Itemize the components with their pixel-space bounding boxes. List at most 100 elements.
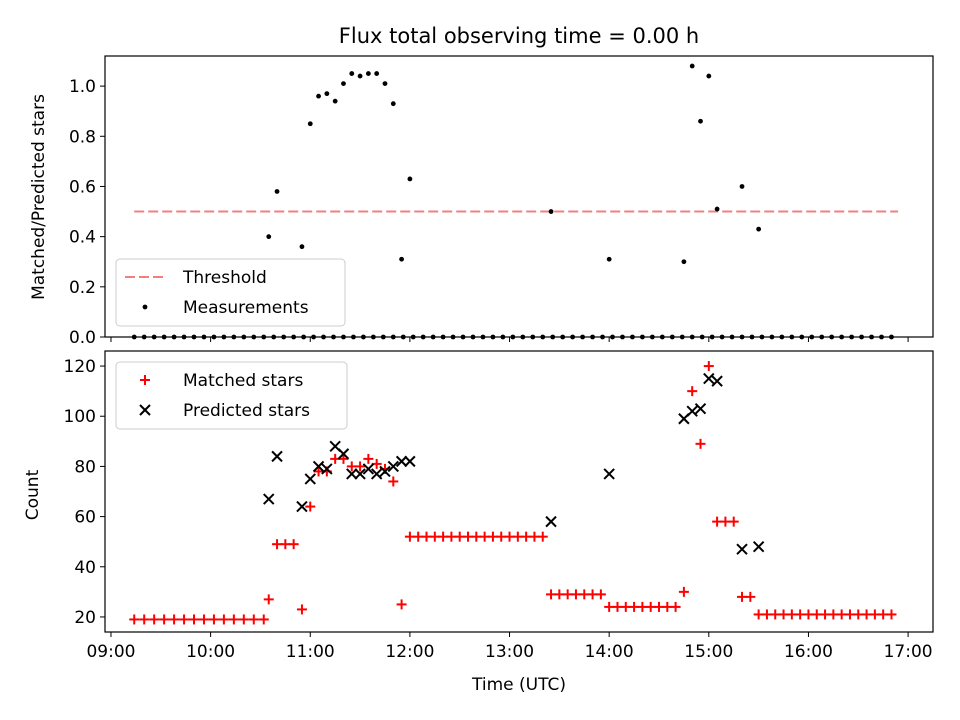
predicted-star-point: [694, 402, 707, 415]
matched-star-point: [595, 589, 606, 600]
measurement-point: [706, 73, 712, 79]
predicted-star-point: [387, 460, 399, 473]
ratio-y-tick-label: 1.0: [69, 77, 96, 97]
matched-legend-swatch: [140, 375, 150, 385]
matched-star-point: [139, 614, 150, 625]
predicted-star-point: [752, 540, 765, 553]
matched-star-point: [695, 438, 706, 449]
matched-star-point: [363, 453, 374, 464]
x-tick-label: 17:00: [884, 642, 933, 662]
matched-star-point: [179, 614, 190, 625]
matched-star-point: [258, 614, 269, 625]
count-axis-ticks: 09:00 10:00 11:00 12:00 13:00 14:00 15:00 16:00…: [64, 357, 933, 662]
measurement-point: [407, 176, 413, 182]
matched-star-point: [396, 599, 407, 610]
predicted-star-point: [321, 463, 333, 475]
matched-star-point: [169, 614, 180, 625]
measurement-point: [399, 256, 404, 262]
matched-star-point: [338, 453, 349, 464]
matched-star-point: [296, 604, 307, 615]
count-y-tick-label: 60: [74, 508, 96, 528]
predicted-star-point: [686, 405, 698, 417]
predicted-star-point: [263, 493, 275, 505]
measurement-point: [316, 93, 321, 99]
ratio-legend: Threshold Measurements: [115, 258, 346, 327]
ratio-y-axis-label: Matched/Predicted stars: [29, 94, 49, 300]
measurement-point: [299, 244, 305, 250]
matched-star-point: [218, 614, 229, 625]
predicted-legend-label: Predicted stars: [183, 401, 310, 421]
matched-star-point: [886, 609, 897, 620]
predicted-star-point: [379, 465, 391, 478]
matched-star-point: [745, 591, 756, 602]
matched-star-point: [305, 501, 316, 512]
matched-star-point: [687, 386, 698, 397]
ratio-axis-ticks: 0.0 0.2 0.4 0.6 0.8 1.0: [69, 77, 909, 348]
matched-star-point: [263, 594, 274, 605]
measurement-point: [341, 81, 346, 86]
matched-star-point: [228, 614, 239, 625]
matched-legend-label: Matched stars: [183, 371, 303, 391]
count-legend: Matched stars Predicted stars: [115, 361, 348, 430]
x-tick-label: 15:00: [684, 642, 733, 662]
predicted-star-point: [404, 455, 416, 468]
count-plot-area: [129, 361, 897, 625]
count-panel: Count Time (UTC) 09:00 10:00 11:00 12:00 13:…: [23, 350, 934, 695]
ratio-y-tick-label: 0.2: [69, 278, 96, 298]
measurement-point: [266, 234, 272, 240]
ratio-y-tick-label: 0.6: [69, 177, 96, 197]
predicted-star-point: [736, 543, 748, 555]
matched-star-point: [728, 516, 739, 527]
matched-star-point: [678, 586, 689, 597]
count-y-tick-label: 80: [74, 457, 96, 477]
predicted-star-point: [312, 460, 325, 473]
measurement-point: [689, 63, 695, 69]
predicted-star-point: [603, 468, 615, 480]
ratio-legend-box: [115, 258, 346, 327]
matched-star-point: [388, 476, 399, 487]
matched-star-point: [208, 614, 219, 625]
matched-star-point: [159, 614, 170, 625]
measurement-point: [349, 71, 355, 76]
measurement-point: [739, 184, 745, 189]
predicted-star-point: [703, 372, 715, 385]
matched-star-point: [248, 614, 259, 625]
measurement-point: [548, 209, 554, 214]
predicted-star-point: [304, 473, 316, 485]
predicted-star-point: [296, 500, 308, 513]
ratio-y-tick-label: 0.4: [69, 228, 96, 248]
ratio-plot-area: [131, 63, 899, 340]
matched-star-point: [129, 614, 140, 625]
measurement-point: [324, 91, 330, 97]
count-x-axis-label: Time (UTC): [471, 675, 566, 695]
measurement-point: [307, 121, 313, 127]
measurement-point: [681, 259, 687, 265]
predicted-legend-swatch: [139, 404, 151, 416]
matched-star-point: [198, 614, 209, 625]
predicted-star-point: [362, 463, 375, 475]
measurement-point: [365, 71, 371, 76]
x-tick-label: 13:00: [485, 642, 534, 662]
predicted-star-point: [395, 455, 408, 468]
matched-star-point: [355, 461, 366, 472]
measurements-legend-swatch: [142, 304, 148, 310]
predicted-star-point: [346, 468, 358, 480]
count-y-tick-label: 120: [64, 357, 96, 377]
matched-star-point: [537, 531, 548, 542]
x-tick-label: 16:00: [784, 642, 833, 662]
ratio-axes-frame: [104, 55, 934, 338]
count-legend-box: [115, 361, 348, 430]
measurement-point: [698, 118, 703, 124]
measurement-point: [390, 101, 396, 107]
measurement-point: [357, 73, 363, 79]
predicted-star-point: [545, 515, 557, 528]
x-tick-label: 09:00: [86, 642, 135, 662]
predicted-star-point: [370, 468, 383, 480]
measurement-point: [374, 71, 380, 76]
ratio-panel: Flux total observing time = 0.00 h Match…: [29, 24, 934, 348]
ratio-y-tick-label: 0.8: [69, 127, 96, 147]
measurement-point: [714, 206, 720, 212]
matched-star-point: [670, 601, 681, 612]
